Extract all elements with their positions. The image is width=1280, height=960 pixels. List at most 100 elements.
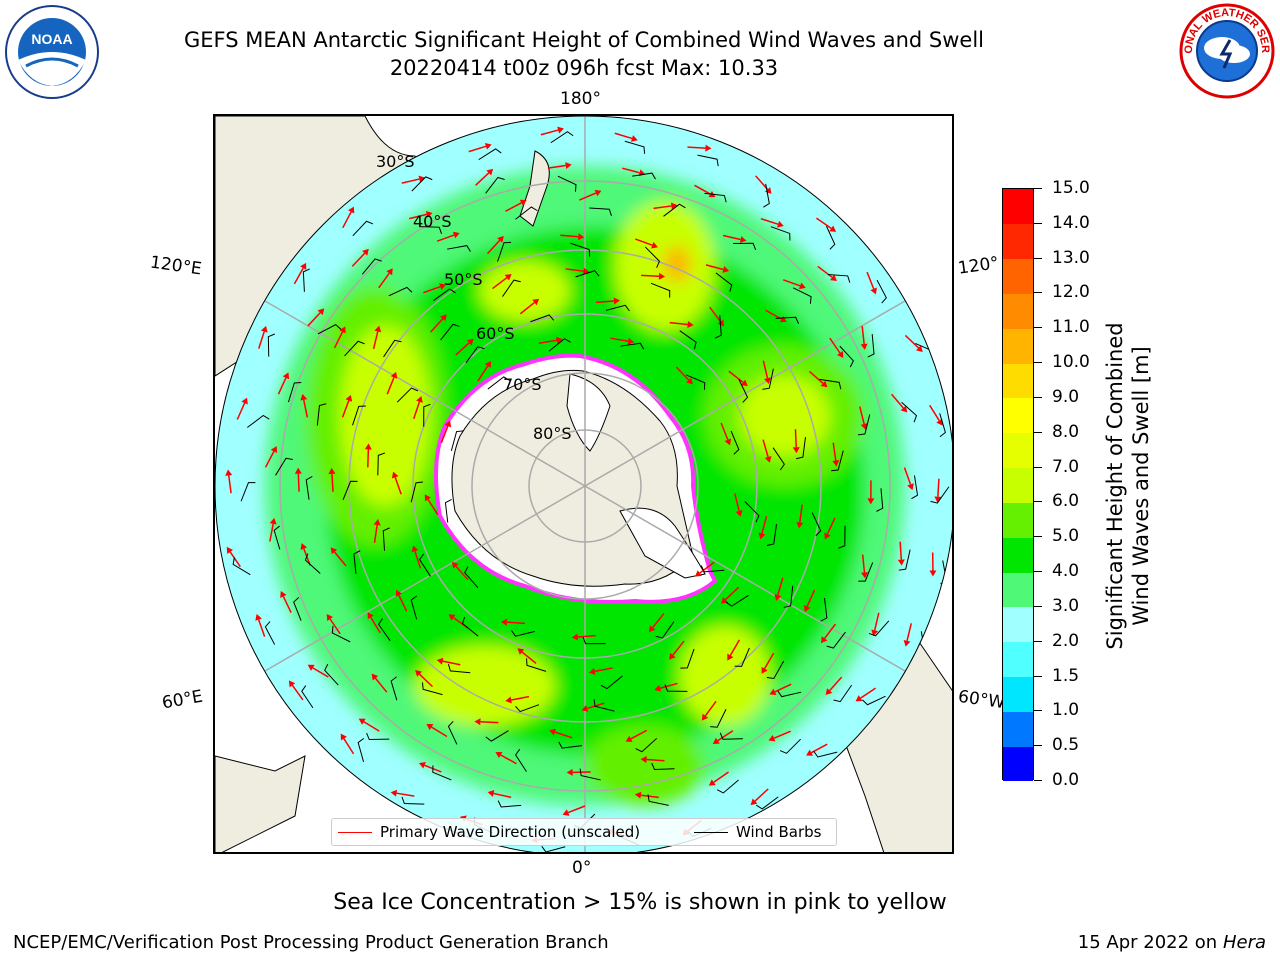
wave-arrow xyxy=(705,264,724,271)
wave-arrow xyxy=(773,730,791,739)
legend-primary-wave-label: Primary Wave Direction (unscaled) xyxy=(380,823,641,841)
wave-arrow-head xyxy=(452,231,460,239)
wind-barb xyxy=(763,183,770,208)
wave-arrow-head xyxy=(260,325,268,333)
wind-barb xyxy=(447,663,471,674)
wind-barb xyxy=(344,340,365,357)
wave-arrow-head xyxy=(225,469,233,476)
colorbar-tick-label: 11.0 xyxy=(1052,317,1090,338)
wind-barb xyxy=(530,314,555,323)
wave-arrow-head xyxy=(486,168,494,176)
wave-arrow-head xyxy=(255,613,262,621)
wave-arrow-head xyxy=(362,248,369,256)
colorbar-label-line2: Wind Waves and Swell [m] xyxy=(1129,346,1153,626)
colorbar-tick-label: 1.0 xyxy=(1052,700,1080,721)
wave-arrow xyxy=(427,499,439,515)
wind-barb xyxy=(485,176,505,194)
legend-primary-wave: Primary Wave Direction (unscaled) xyxy=(338,823,640,841)
wave-arrow-head xyxy=(371,673,379,681)
wave-arrow-head xyxy=(769,688,777,696)
wave-arrow-head xyxy=(373,519,381,526)
wind-barb xyxy=(876,279,887,304)
wave-arrow xyxy=(229,551,241,568)
wave-arrow xyxy=(579,192,597,201)
wave-arrow xyxy=(937,478,940,497)
wave-arrow xyxy=(816,217,832,230)
wave-arrow-head xyxy=(577,233,585,241)
wave-arrow xyxy=(511,695,530,701)
wind-barb xyxy=(663,203,686,217)
wave-arrow xyxy=(672,640,685,656)
wave-arrow xyxy=(762,439,769,458)
wave-arrow xyxy=(436,234,455,242)
wave-arrow xyxy=(782,279,801,287)
wave-arrow-head xyxy=(345,394,353,402)
wave-arrow-head xyxy=(648,625,656,633)
wave-arrow-head xyxy=(820,636,828,644)
wave-arrow-head xyxy=(687,320,694,328)
colorbar-tick xyxy=(1034,396,1042,398)
colorbar-tick xyxy=(1034,745,1042,747)
wave-arrow-head xyxy=(929,570,937,577)
wind-barb xyxy=(783,585,794,609)
wind-barb xyxy=(826,631,846,649)
wind-barb xyxy=(515,748,527,772)
wind-barb xyxy=(838,525,846,549)
wave-arrow-head xyxy=(750,798,758,806)
wind-barb xyxy=(465,346,485,364)
wind-barb xyxy=(700,565,725,573)
wind-barb xyxy=(396,387,419,403)
wave-arrow-head xyxy=(764,187,772,194)
wind-barb xyxy=(421,682,443,696)
wave-arrow-head xyxy=(820,380,828,388)
colorbar-segment xyxy=(1003,537,1033,573)
wave-arrow xyxy=(312,667,329,678)
wind-barb xyxy=(650,282,671,298)
wind-barb xyxy=(575,270,600,278)
wave-arrow-head xyxy=(270,446,278,454)
wave-arrow xyxy=(480,721,499,724)
wave-arrow xyxy=(873,612,880,631)
colorbar-tick-label: 2.0 xyxy=(1052,630,1080,651)
wind-barb xyxy=(461,616,479,637)
colorbar-segment xyxy=(1003,397,1033,434)
wave-arrow xyxy=(694,184,711,195)
wave-arrow xyxy=(777,577,784,596)
wave-arrow-head xyxy=(740,379,748,387)
wind-barb xyxy=(541,846,566,852)
antarctic-peninsula xyxy=(619,507,706,579)
wind-barb xyxy=(600,675,623,690)
wind-barb xyxy=(704,192,727,203)
wave-arrow-head xyxy=(594,189,602,197)
wave-arrow-head xyxy=(588,667,596,675)
wave-arrow xyxy=(630,729,648,740)
wave-arrow xyxy=(765,309,782,320)
wave-arrow-head xyxy=(390,789,398,797)
wave-arrow-head xyxy=(504,274,512,281)
wave-arrow xyxy=(652,613,665,629)
wave-arrow-head xyxy=(505,696,512,704)
wave-arrow xyxy=(859,406,865,425)
wave-arrow-head xyxy=(348,206,355,214)
wind-barb xyxy=(485,730,509,742)
footer-left: NCEP/EMC/Verification Post Processing Pr… xyxy=(13,932,609,953)
wave-arrow xyxy=(866,271,875,290)
wind-barb xyxy=(324,663,339,686)
wave-arrow-head xyxy=(549,728,556,736)
wave-arrow-head xyxy=(364,443,372,450)
wave-arrow xyxy=(342,211,352,229)
wave-arrow-head xyxy=(226,546,234,554)
wave-arrow xyxy=(891,393,904,409)
wind-barb xyxy=(664,684,688,692)
colorbar-tick xyxy=(1034,327,1042,329)
footer-host: Hera xyxy=(1222,932,1266,953)
map-legend: Primary Wave Direction (unscaled) Wind B… xyxy=(331,818,837,846)
colorbar-segment xyxy=(1003,328,1033,364)
wind-barb xyxy=(632,172,656,180)
wind-barb xyxy=(526,658,547,672)
wave-arrow-head xyxy=(796,522,804,529)
colorbar-tick xyxy=(1034,362,1042,364)
wave-arrow xyxy=(343,738,355,755)
nws-logo: NATIONAL WEATHER SERVICE xyxy=(1174,0,1276,100)
wave-arrow xyxy=(713,771,729,783)
